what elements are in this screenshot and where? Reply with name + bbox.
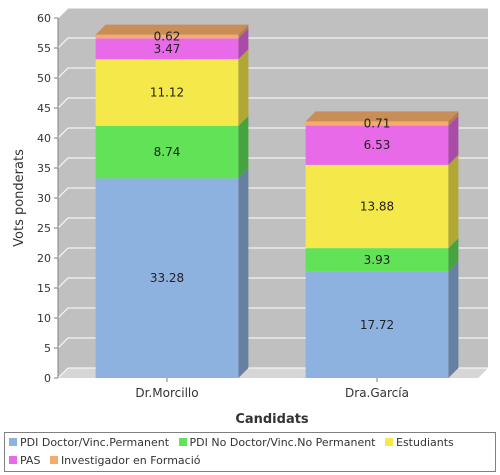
bar-side <box>238 24 249 39</box>
bar-front <box>95 38 239 60</box>
bar-segment-dr-morcillo-estudiants: 11.12 <box>95 49 249 126</box>
legend-swatch-estudiants <box>385 438 393 446</box>
bar-segment-dra-garc-a-investigador-en-formaci: 0.71 <box>305 111 459 131</box>
bar-side <box>238 168 249 378</box>
legend-label-pas: PAS <box>20 454 41 467</box>
legend-item-estudiants: Estudiants <box>385 436 454 450</box>
gridline-55 <box>57 37 488 49</box>
bars: 33.28 8.74 11.12 3.470.62 17.72 3.93 13.88 6.53… <box>95 24 459 378</box>
x-axis-label: Candidats <box>235 412 309 427</box>
bar-front <box>305 271 449 378</box>
x-tick-label-dr-morcillo: Dr.Morcillo <box>135 386 198 400</box>
gridline-60 <box>57 7 488 19</box>
y-tick-label-40: 40 <box>37 132 51 145</box>
bar-side <box>238 49 249 126</box>
bar-top <box>305 111 459 122</box>
bar-side <box>238 28 249 60</box>
y-tick-label-30: 30 <box>37 192 51 205</box>
bar-side <box>448 238 459 272</box>
data-label: 6.53 <box>364 138 391 152</box>
bar-front <box>305 164 449 249</box>
legend-item-pas: PAS <box>9 454 40 468</box>
data-label: 11.12 <box>150 86 184 100</box>
legend-swatch-pdi-doctor <box>9 438 17 446</box>
bar-front <box>95 59 239 126</box>
y-axis-label: Vots ponderats <box>12 149 27 247</box>
legend-swatch-pdi-no-doctor <box>178 438 187 446</box>
bar-segment-dr-morcillo-pas: 3.47 <box>95 28 249 60</box>
data-label: 13.88 <box>360 199 394 213</box>
bar-front <box>305 125 449 165</box>
bar-segment-dra-garc-a-pdi-no-doctor-vinc-no-permanent: 3.93 <box>305 238 459 272</box>
bar-front <box>95 125 239 179</box>
gridline-45 <box>57 97 488 109</box>
legend: PDI Doctor/Vinc.Permanent PDI No Doctor/… <box>4 432 496 472</box>
y-tick-label-45: 45 <box>37 102 51 115</box>
bar-side <box>448 111 459 126</box>
bar-side <box>238 115 249 179</box>
legend-label-investigador: Investigador en Formació <box>60 454 201 467</box>
y-tick-label-20: 20 <box>37 252 51 265</box>
bar-front <box>95 34 239 39</box>
legend-swatch-pas <box>9 456 17 464</box>
y-tick-label-15: 15 <box>37 282 51 295</box>
y-tick-label-10: 10 <box>37 312 51 325</box>
legend-row-1: PDI Doctor/Vinc.Permanent PDI No Doctor/… <box>9 436 460 450</box>
legend-row-2: PAS Investigador en Formació <box>9 454 207 468</box>
y-tick-label-5: 5 <box>44 342 51 355</box>
bar-segment-dr-morcillo-investigador-en-formaci: 0.62 <box>95 24 249 43</box>
legend-item-pdi-no-doctor: PDI No Doctor/Vinc.No Permanent <box>178 436 376 450</box>
y-tick-label-60: 60 <box>37 12 51 25</box>
data-label: 0.62 <box>154 29 181 43</box>
data-label: 3.93 <box>364 253 391 267</box>
bar-group-dra-garc-a: 17.72 3.93 13.88 6.53 0.71 <box>305 111 459 378</box>
bar-segment-dra-garc-a-pdi-doctor-vinc-permanent: 17.72 <box>305 261 459 378</box>
data-label: 0.71 <box>364 117 391 131</box>
data-label: 17.72 <box>360 318 394 332</box>
legend-item-investigador: Investigador en Formació <box>49 454 201 468</box>
y-tick-label-55: 55 <box>37 42 51 55</box>
bar-segment-dra-garc-a-estudiants: 13.88 <box>305 154 459 249</box>
legend-swatch-investigador <box>49 456 58 464</box>
y-tick-label-50: 50 <box>37 72 51 85</box>
gridline-50 <box>57 67 488 79</box>
data-label: 3.47 <box>154 42 181 56</box>
bar-segment-dr-morcillo-pdi-no-doctor-vinc-no-permanent: 8.74 <box>95 115 249 179</box>
bar-side <box>448 154 459 249</box>
bar-segment-dra-garc-a-pas: 6.53 <box>305 115 459 165</box>
bar-front <box>305 248 449 272</box>
x-tick-label-dra-garc-a: Dra.García <box>345 386 409 400</box>
bar-side <box>448 261 459 378</box>
bar-front <box>305 121 449 126</box>
bar-segment-dr-morcillo-pdi-doctor-vinc-permanent: 33.28 <box>95 168 249 378</box>
data-label: 33.28 <box>150 271 184 285</box>
bar-front <box>95 178 239 378</box>
y-tick-label-0: 0 <box>44 372 51 385</box>
y-axis: 0 5 10 15 20 25 30 35 40 45 50 55 60 <box>37 12 58 385</box>
legend-item-pdi-doctor: PDI Doctor/Vinc.Permanent <box>9 436 169 450</box>
bar-side <box>448 115 459 165</box>
bar-top <box>95 24 249 35</box>
legend-label-pdi-no-doctor: PDI No Doctor/Vinc.No Permanent <box>189 436 376 449</box>
legend-label-estudiants: Estudiants <box>396 436 454 449</box>
data-label: 8.74 <box>154 145 181 159</box>
legend-label-pdi-doctor: PDI Doctor/Vinc.Permanent <box>20 436 170 449</box>
bar-group-dr-morcillo: 33.28 8.74 11.12 3.470.62 <box>95 24 249 378</box>
y-tick-label-35: 35 <box>37 162 51 175</box>
x-axis: Dr.Morcillo Dra.García <box>135 378 409 400</box>
y-tick-label-25: 25 <box>37 222 51 235</box>
